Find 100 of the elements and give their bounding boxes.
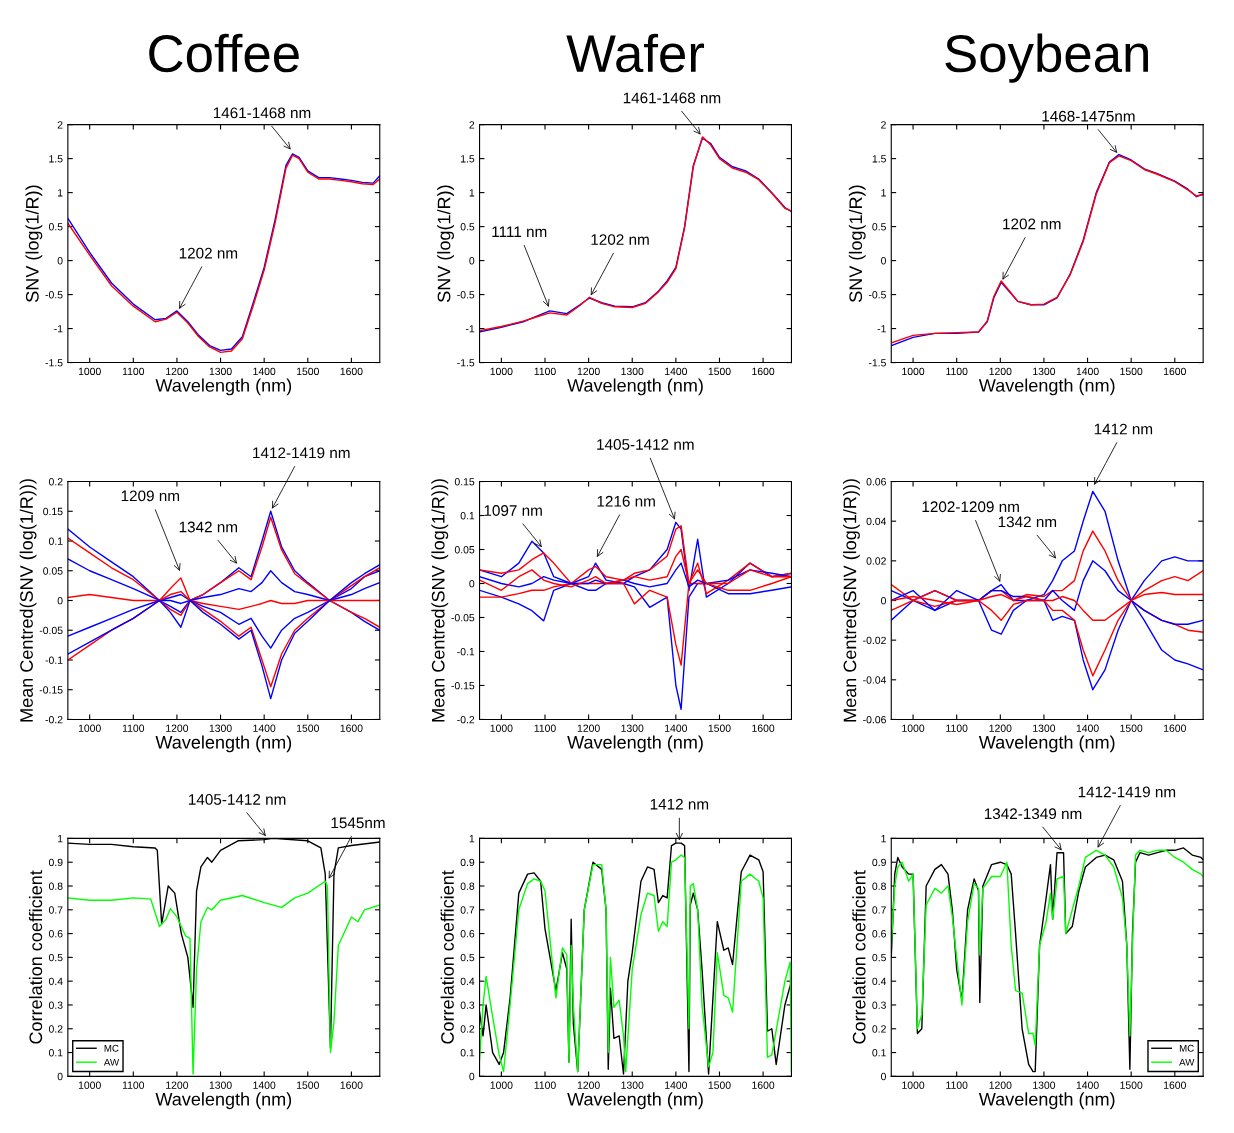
x-tick-label: 1000: [902, 724, 925, 732]
y-tick-label: -0.02: [863, 636, 886, 645]
y-tick-label: 0.5: [460, 953, 475, 962]
annotation: 1412 nm: [1094, 423, 1153, 435]
y-tick-label: 2: [57, 121, 63, 129]
y-tick-label: 0: [469, 580, 475, 588]
x-axis-title: Wavelength (nm): [567, 1092, 703, 1110]
y-tick-label: 0.7: [872, 906, 886, 914]
y-axis-title: Mean Centred(SNV (log(1/R))): [431, 479, 449, 722]
x-tick-label: 1100: [534, 1081, 556, 1089]
x-tick-label: 1400: [1076, 367, 1099, 376]
y-tick-label: 0: [469, 1072, 475, 1081]
x-tick-label: 1200: [989, 1081, 1012, 1089]
y-tick-label: 0.5: [460, 223, 475, 231]
x-tick-label: 1300: [1033, 724, 1056, 732]
y-tick-label: 0.1: [460, 512, 475, 520]
x-tick-label: 1300: [621, 724, 644, 732]
y-tick-label: -0.5: [45, 291, 63, 299]
x-tick-label: 1200: [166, 724, 189, 732]
x-tick-label: 1000: [902, 1081, 925, 1089]
y-tick-label: 1.5: [49, 155, 63, 163]
x-tick-label: 1100: [534, 724, 556, 732]
y-tick-label: 0.06: [866, 478, 886, 486]
legend-label: MC: [1179, 1044, 1194, 1052]
annotation: 1412-1419 nm: [253, 447, 350, 459]
y-axis-title: SNV (log(1/R)): [25, 185, 43, 302]
x-tick-label: 1000: [78, 724, 101, 732]
x-tick-label: 1600: [752, 724, 775, 732]
legend-label: MC: [104, 1044, 119, 1052]
x-tick-label: 1100: [946, 724, 968, 732]
chart-title: Wafer: [566, 33, 705, 73]
annotation: 1412 nm: [650, 798, 709, 810]
y-tick-label: 0: [57, 257, 63, 265]
x-tick-label: 1200: [989, 724, 1012, 732]
y-tick-label: 0.5: [872, 223, 886, 231]
y-tick-label: 0.6: [872, 930, 886, 938]
x-tick-label: 1600: [1164, 724, 1186, 732]
x-axis-title: Wavelength (nm): [155, 378, 292, 396]
y-axis-title: Correlation coefficient: [852, 870, 866, 1044]
x-tick-label: 1500: [1120, 367, 1143, 376]
x-tick-label: 1000: [902, 367, 925, 376]
annotation: 1405-1412 nm: [597, 439, 694, 450]
y-tick-label: 0.9: [48, 858, 63, 867]
x-axis-title: Wavelength (nm): [155, 1092, 292, 1110]
x-axis-title: Wavelength (nm): [567, 378, 703, 396]
y-tick-label: 1: [58, 835, 63, 843]
y-tick-label: 0.3: [460, 1001, 475, 1009]
x-tick-label: 1600: [340, 724, 363, 732]
y-axis-title: Mean Centred(SNV (log(1/R))): [843, 479, 860, 722]
y-tick-label: 0.5: [872, 953, 886, 962]
x-tick-label: 1200: [577, 1081, 600, 1089]
annotation: 1468-1475nm: [1042, 110, 1135, 122]
x-tick-label: 1400: [665, 1081, 688, 1089]
y-axis-title: SNV (log(1/R)): [437, 185, 454, 302]
x-tick-label: 1500: [296, 367, 319, 376]
y-tick-label: 0.02: [866, 557, 886, 565]
y-tick-label: 0.7: [48, 906, 63, 914]
annotation: 1461-1468 nm: [213, 107, 311, 119]
x-tick-label: 1100: [534, 367, 556, 376]
y-tick-label: 2: [469, 121, 475, 129]
y-tick-label: 0.7: [460, 906, 475, 914]
x-tick-label: 1300: [209, 1081, 232, 1089]
chart-title: Soybean: [945, 33, 1148, 83]
x-tick-label: 1300: [621, 1081, 644, 1089]
chart-title: Coffee: [149, 33, 299, 73]
y-tick-label: 0.6: [48, 930, 63, 938]
y-tick-label: -1: [465, 325, 475, 333]
y-tick-label: 1.5: [872, 155, 886, 163]
x-tick-label: 1600: [752, 367, 775, 376]
x-axis-title: Wavelength (nm): [155, 735, 292, 753]
annotation: 1342-1349 nm: [984, 808, 1082, 820]
x-tick-label: 1500: [708, 724, 731, 732]
x-tick-label: 1400: [253, 367, 276, 376]
x-tick-label: 1300: [621, 367, 644, 376]
y-tick-label: 0: [57, 596, 63, 605]
annotation: 1202 nm: [179, 247, 238, 259]
y-tick-label: 0.8: [872, 882, 886, 890]
y-tick-label: 0.6: [460, 930, 475, 938]
y-axis-title: Correlation coefficient: [28, 870, 43, 1044]
y-tick-label: -1: [54, 325, 63, 333]
y-tick-label: 0: [57, 1072, 63, 1081]
y-tick-label: 1: [58, 189, 63, 197]
y-tick-label: 1: [469, 835, 475, 843]
x-tick-label: 1200: [989, 367, 1012, 376]
y-tick-label: 0: [881, 257, 886, 265]
annotation: 1209 nm: [121, 490, 180, 502]
y-tick-label: 0.2: [872, 1025, 886, 1033]
y-tick-label: 0.04: [866, 517, 887, 526]
annotation: 1405-1412 nm: [189, 794, 286, 805]
y-tick-label: -1.5: [457, 359, 475, 367]
x-tick-label: 1500: [296, 1081, 319, 1089]
annotation: 1342 nm: [998, 516, 1057, 528]
annotation: 1216 nm: [597, 495, 655, 507]
y-tick-label: -0.05: [451, 613, 475, 622]
x-tick-label: 1200: [166, 367, 189, 376]
y-tick-label: 0.3: [872, 1001, 886, 1009]
x-tick-label: 1200: [577, 367, 600, 376]
y-tick-label: 0.15: [454, 478, 475, 486]
x-tick-label: 1000: [490, 1081, 513, 1089]
y-tick-label: 0.8: [460, 882, 475, 890]
